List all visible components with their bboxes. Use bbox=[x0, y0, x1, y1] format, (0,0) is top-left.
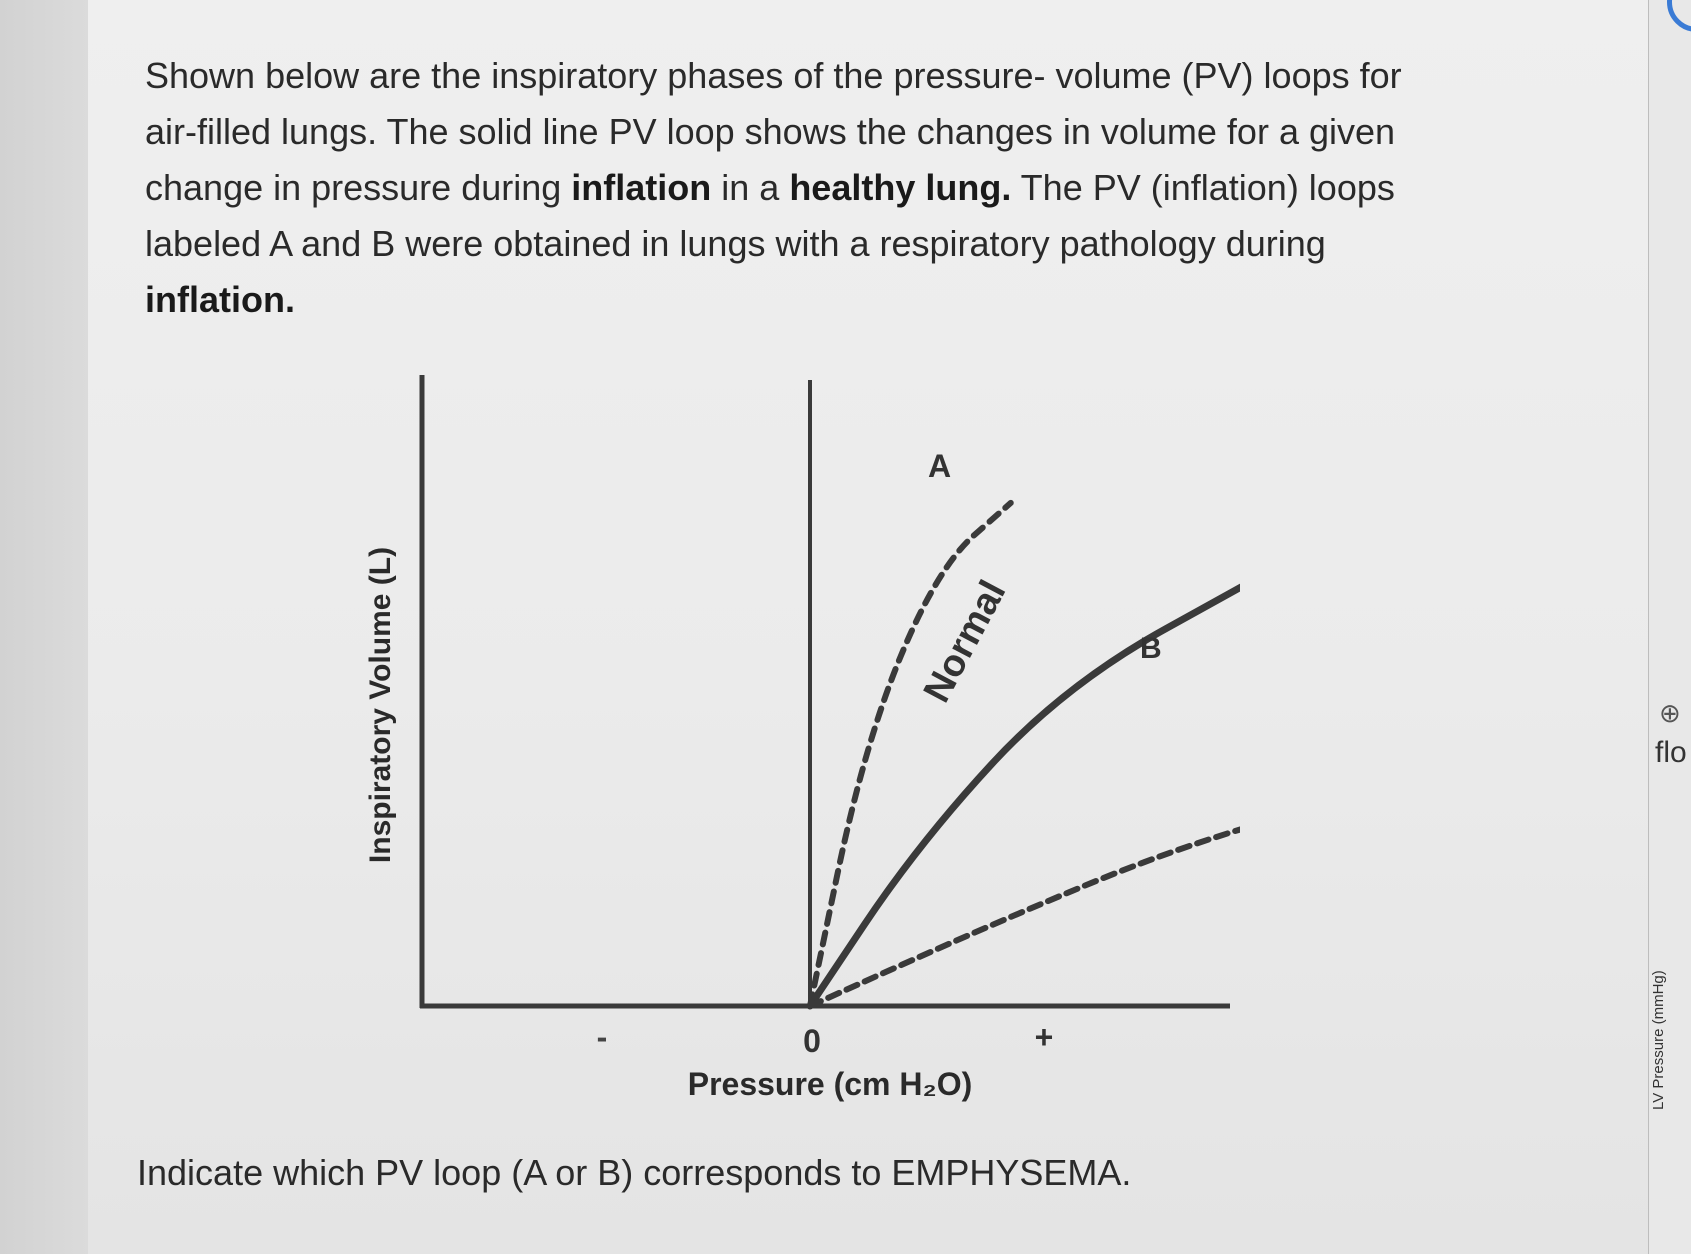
footer-question: Indicate which PV loop (A or B) correspo… bbox=[137, 1152, 1132, 1193]
curve-A bbox=[807, 499, 1014, 1009]
right-panel-axis-label: LV Pressure (mmHg) bbox=[1650, 970, 1667, 1110]
question-text-2: in a bbox=[711, 167, 790, 208]
question-paragraph: Shown below are the inspiratory phases o… bbox=[145, 48, 1445, 328]
right-panel-label: flo bbox=[1655, 736, 1687, 769]
question-bold-inflation: inflation bbox=[571, 167, 712, 208]
question-text-1: Shown below are the inspiratory phases o… bbox=[145, 55, 1402, 208]
x-tick-minus: - bbox=[597, 1019, 608, 1055]
curve-normal bbox=[806, 583, 1240, 1010]
series-label-B: B bbox=[1140, 632, 1162, 665]
left-gutter bbox=[0, 0, 89, 1254]
question-bold-inflation-2: inflation. bbox=[145, 279, 295, 320]
crosshair-circle-icon[interactable]: ⊕ bbox=[1659, 698, 1681, 728]
ring-icon[interactable] bbox=[1667, 0, 1691, 32]
y-axis-label: Inspiratory Volume (L) bbox=[364, 547, 397, 863]
question-bold-healthy-lung: healthy lung. bbox=[789, 167, 1012, 208]
page bbox=[88, 0, 1648, 1254]
x-tick-zero: 0 bbox=[803, 1023, 821, 1059]
pv-loop-chart: A Normal B Inspiratory Volume (L) - 0 + … bbox=[364, 375, 1240, 1102]
x-tick-plus: + bbox=[1035, 1019, 1054, 1055]
right-panel: ⊕ flo LV Pressure (mmHg) bbox=[1648, 0, 1691, 1254]
curve-B bbox=[807, 826, 1240, 1009]
x-axis-label: Pressure (cm H₂O) bbox=[688, 1066, 973, 1102]
question-text-3: The PV (inflation) loops labeled A and B… bbox=[145, 167, 1395, 264]
series-label-A: A bbox=[928, 448, 951, 484]
